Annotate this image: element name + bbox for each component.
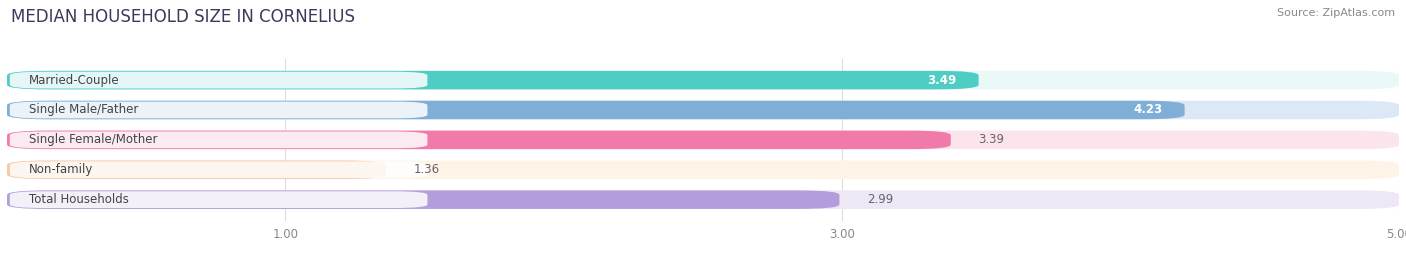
FancyBboxPatch shape — [7, 131, 1399, 149]
FancyBboxPatch shape — [10, 102, 427, 118]
Text: 3.49: 3.49 — [927, 74, 956, 87]
FancyBboxPatch shape — [7, 71, 1399, 89]
Text: Total Households: Total Households — [30, 193, 129, 206]
Text: 1.36: 1.36 — [413, 163, 440, 176]
FancyBboxPatch shape — [7, 161, 1399, 179]
FancyBboxPatch shape — [7, 131, 950, 149]
Text: Married-Couple: Married-Couple — [30, 74, 120, 87]
FancyBboxPatch shape — [10, 132, 427, 148]
Text: 3.39: 3.39 — [979, 133, 1005, 146]
FancyBboxPatch shape — [10, 72, 427, 89]
Text: MEDIAN HOUSEHOLD SIZE IN CORNELIUS: MEDIAN HOUSEHOLD SIZE IN CORNELIUS — [11, 8, 356, 26]
FancyBboxPatch shape — [7, 190, 839, 209]
Text: Single Male/Father: Single Male/Father — [30, 104, 139, 116]
Text: 2.99: 2.99 — [868, 193, 893, 206]
Text: Source: ZipAtlas.com: Source: ZipAtlas.com — [1277, 8, 1395, 18]
FancyBboxPatch shape — [7, 101, 1399, 119]
FancyBboxPatch shape — [10, 161, 427, 178]
FancyBboxPatch shape — [7, 161, 385, 179]
FancyBboxPatch shape — [7, 101, 1185, 119]
Text: 4.23: 4.23 — [1133, 104, 1163, 116]
FancyBboxPatch shape — [7, 190, 1399, 209]
Text: Single Female/Mother: Single Female/Mother — [30, 133, 157, 146]
FancyBboxPatch shape — [10, 191, 427, 208]
Text: Non-family: Non-family — [30, 163, 94, 176]
FancyBboxPatch shape — [7, 71, 979, 89]
